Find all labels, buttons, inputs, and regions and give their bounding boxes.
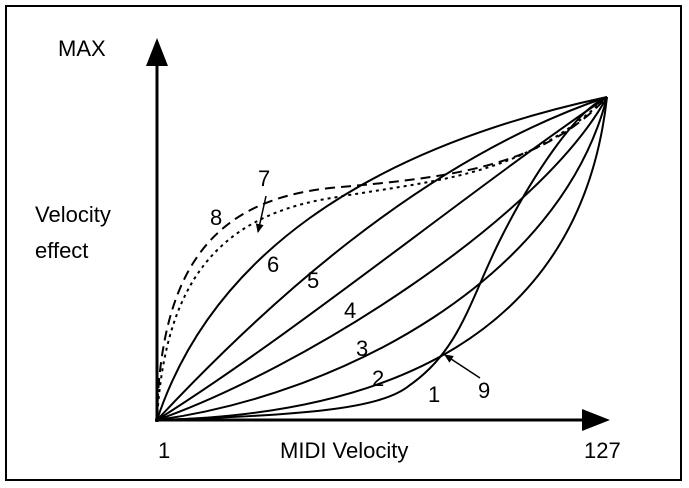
curve-5-label: 5 [307,268,319,293]
x-axis-label: MIDI Velocity [280,438,408,463]
curve-3 [156,96,608,421]
curve-8 [156,96,608,421]
curve-7-label: 7 [258,166,270,191]
curve-4 [156,96,608,421]
curve-2 [156,96,608,421]
y-axis-label-line2: effect [35,238,88,263]
curve-4-label: 4 [344,298,356,323]
x-axis-arrowhead [582,409,610,431]
curve-7 [156,96,608,421]
curve-6 [156,96,608,421]
curve-3-label: 3 [356,336,368,361]
x-max-label: 127 [584,438,621,463]
y-axis-arrowhead [146,38,168,66]
curve-1-label: 1 [428,382,440,407]
x-min-label: 1 [158,438,170,463]
y-axis-label-line1: Velocity [35,202,111,227]
curve-9-pointer [444,354,481,379]
curve-1 [156,96,608,421]
curve-5 [156,96,608,421]
curve-8-label: 8 [210,205,222,230]
curve-9-label: 9 [478,378,490,403]
curve-6-label: 6 [267,252,279,277]
diagram-frame [5,5,682,481]
curve-9 [156,96,608,421]
curve-7-pointer [255,195,267,233]
y-max-label: MAX [58,36,106,61]
curve-2-label: 2 [372,366,384,391]
